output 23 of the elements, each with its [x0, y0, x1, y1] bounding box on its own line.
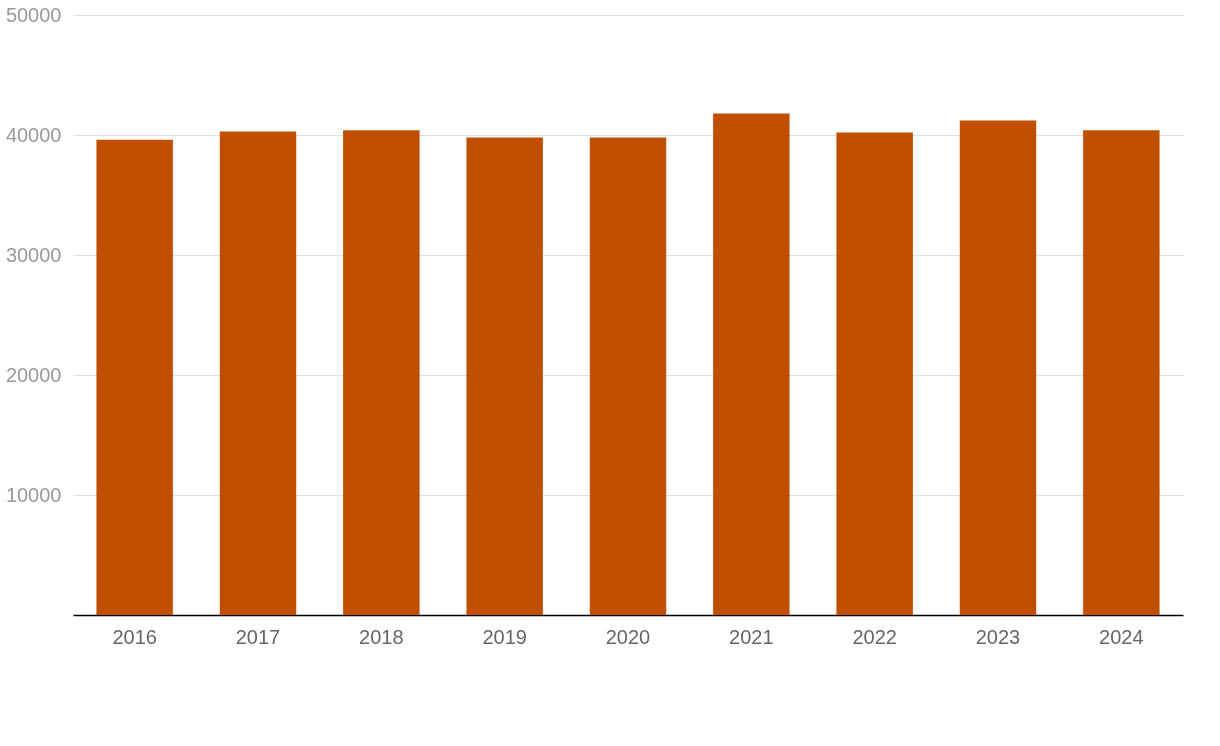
x-tick-label: 2021: [729, 625, 774, 648]
x-tick-label: 2019: [482, 625, 527, 648]
bar: [836, 132, 913, 615]
bar: [219, 131, 297, 615]
bar: [466, 137, 543, 615]
bar: [96, 139, 173, 615]
y-tick-label: 40000: [5, 123, 62, 146]
x-tick-label: 2017: [235, 625, 281, 648]
x-tick-label: 2020: [605, 625, 651, 648]
bar: [959, 120, 1037, 615]
bar: [713, 113, 790, 615]
y-tick-label: 10000: [5, 483, 62, 506]
y-tick-label: 20000: [5, 363, 62, 386]
x-tick-label: 2016: [112, 625, 157, 648]
x-tick-label: 2023: [975, 625, 1021, 648]
bar: [589, 137, 667, 615]
bar: [1083, 130, 1160, 615]
y-tick-label: 50000: [5, 3, 62, 26]
x-tick-label: 2022: [852, 625, 897, 648]
x-tick-label: 2024: [1099, 625, 1144, 648]
bar: [343, 130, 420, 615]
y-tick-label: 30000: [5, 243, 62, 266]
x-tick-label: 2018: [359, 625, 404, 648]
